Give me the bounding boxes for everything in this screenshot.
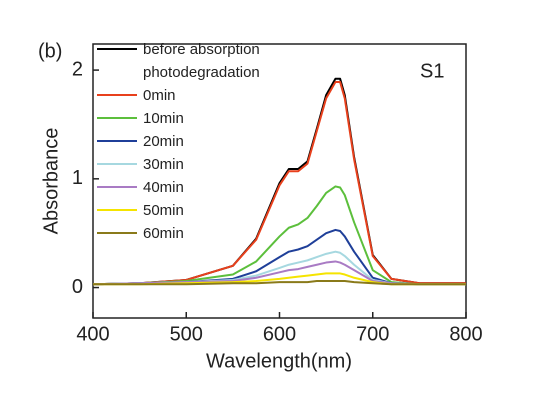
- legend-swatch: [97, 163, 137, 165]
- legend-entry: 0min: [97, 84, 307, 107]
- data-line: [92, 228, 466, 286]
- legend-label: 60min: [143, 225, 184, 242]
- legend-entry: 40min: [97, 176, 307, 199]
- legend-swatch: [97, 209, 137, 211]
- data-line: [93, 280, 466, 286]
- legend-swatch: [97, 117, 137, 119]
- legend-swatch: [97, 94, 137, 96]
- y-tick-label: 2: [72, 58, 83, 80]
- x-tick-label: 500: [170, 323, 203, 345]
- legend-label: 50min: [143, 202, 184, 219]
- legend-swatch: [97, 232, 137, 234]
- y-axis-label: Absorbance: [40, 128, 62, 235]
- legend-entry: 60min: [97, 222, 307, 245]
- sample-label: S1: [420, 60, 444, 82]
- data-line: [93, 272, 466, 286]
- data-line: [92, 81, 466, 286]
- y-tick-label: 1: [72, 167, 83, 189]
- legend-entry: 20min: [97, 130, 307, 153]
- y-tick-label: 0: [72, 276, 83, 298]
- legend: before absorption photodegradation 0min 10…: [97, 38, 307, 245]
- legend-label: 40min: [143, 179, 184, 196]
- x-tick-label: 400: [76, 323, 109, 345]
- legend-label: 10min: [143, 110, 184, 127]
- legend-label: 20min: [143, 133, 184, 150]
- x-tick-label: 600: [263, 323, 296, 345]
- data-line: [92, 185, 466, 286]
- legend-label: before absorption photodegradation: [143, 41, 260, 81]
- legend-entry: 30min: [97, 153, 307, 176]
- legend-swatch: [97, 140, 137, 142]
- legend-swatch: [97, 186, 137, 188]
- data-line: [92, 260, 466, 286]
- x-tick-label: 800: [449, 323, 482, 345]
- legend-label: 0min: [143, 87, 176, 104]
- x-axis-label: Wavelength(nm): [206, 350, 352, 372]
- legend-entry: 10min: [97, 107, 307, 130]
- panel-label: (b): [38, 40, 62, 62]
- legend-entry: before absorption photodegradation: [97, 38, 307, 84]
- legend-swatch: [97, 48, 137, 50]
- x-tick-label: 700: [356, 323, 389, 345]
- legend-label: 30min: [143, 156, 184, 173]
- legend-entry: 50min: [97, 199, 307, 222]
